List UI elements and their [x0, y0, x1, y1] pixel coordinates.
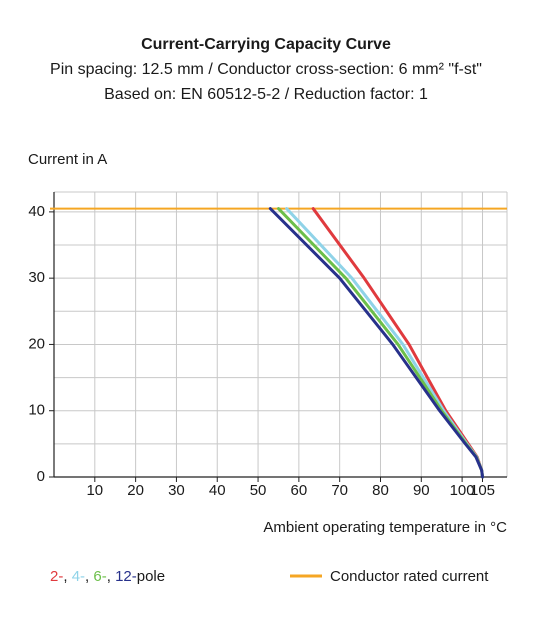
chart-subtitle: Pin spacing: 12.5 mm / Conductor cross-s… [50, 61, 482, 78]
legend: 2-, 4-, 6-, 12-pole [50, 568, 165, 585]
x-tick-label: 30 [168, 482, 185, 499]
legend-entry: 12- [115, 568, 137, 585]
x-tick-label: 40 [209, 482, 226, 499]
y-tick-label: 0 [37, 468, 45, 485]
chart-title: Current-Carrying Capacity Curve [141, 36, 391, 53]
x-tick-label: 50 [250, 482, 267, 499]
x-tick-label: 90 [413, 482, 430, 499]
legend-entry: 4- [72, 568, 85, 585]
x-tick-label: 100 [450, 482, 475, 499]
x-tick-label: 70 [331, 482, 348, 499]
y-axis-label: Current in A [28, 151, 107, 168]
legend-entry: 2- [50, 568, 63, 585]
y-tick-label: 30 [28, 269, 45, 286]
legend-separator: , [107, 568, 111, 585]
legend-entry: 6- [93, 568, 106, 585]
curve [268, 207, 485, 479]
legend-separator: , [63, 568, 67, 585]
x-axis-label: Ambient operating temperature in °C [263, 519, 507, 536]
legend-suffix: pole [137, 568, 165, 585]
x-tick-label: 60 [291, 482, 308, 499]
x-tick-label: 20 [127, 482, 144, 499]
x-tick-label: 10 [86, 482, 103, 499]
x-tick-label: 105 [470, 482, 495, 499]
y-tick-label: 40 [28, 203, 45, 220]
legend-separator: , [85, 568, 89, 585]
legend-entry: Conductor rated current [330, 568, 489, 585]
y-tick-label: 20 [28, 335, 45, 352]
x-tick-label: 80 [372, 482, 389, 499]
y-tick-label: 10 [28, 402, 45, 419]
chart-subtitle: Based on: EN 60512-5-2 / Reduction facto… [104, 86, 428, 103]
